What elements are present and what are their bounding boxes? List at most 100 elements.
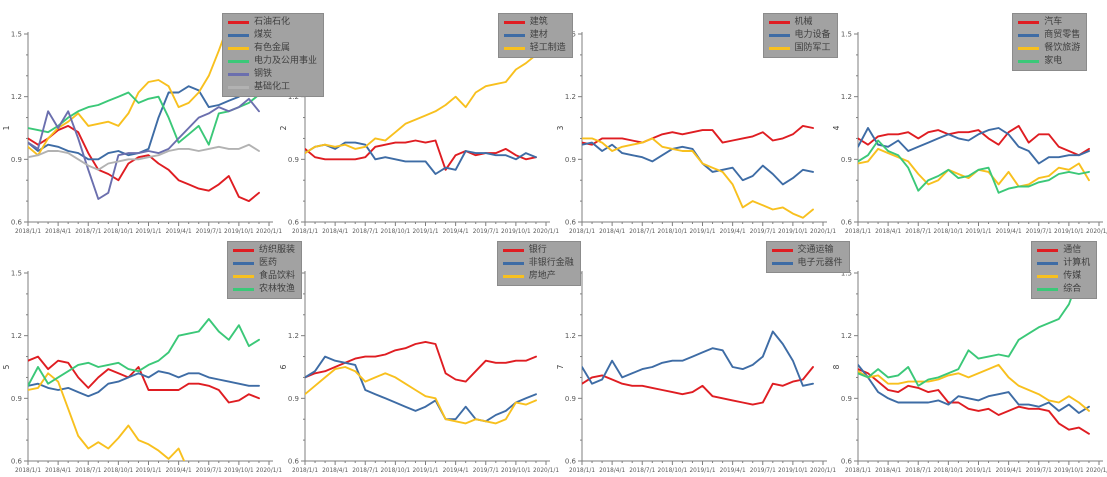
legend-item-label: 机械 [794,17,813,27]
legend-item-label: 农林牧渔 [259,283,296,294]
series-line-交通运输 [581,365,814,406]
x-tick-label: 2019/7/1 [472,468,498,474]
legend-item-label: 电力设备 [794,30,831,40]
legend-line-swatch-icon [1018,60,1040,63]
legend-line-swatch-icon [768,34,790,37]
legend-line-swatch-icon [228,73,249,76]
legend-item: 传媒 [1037,270,1090,283]
legend-line-swatch-icon [768,47,790,50]
chart-2-legend: 建筑 建材 轻工制造 [497,13,573,58]
series-line-餐饮旅游 [858,147,1091,188]
legend-item-label: 餐饮旅游 [1044,43,1081,53]
x-tick-label: 2018/10/1 [657,468,687,474]
y-tick-label: 1.5 [841,269,852,277]
x-tick-label: 2019/7/1 [196,468,222,474]
x-tick-label: 2019/7/1 [749,468,775,474]
legend-line-swatch-icon [502,248,524,252]
chart-number-ylabel: 7 [556,364,565,369]
x-tick-label: 2018/4/1 [875,229,901,235]
legend-line-swatch-icon [771,248,793,252]
series-line-电力及公用事业 [28,91,260,146]
y-tick-label: 1.2 [841,332,852,340]
y-tick-label: 0.6 [841,457,853,465]
legend-item: 石油石化 [228,16,317,29]
x-tick-label: 2018/7/1 [905,468,931,474]
x-tick-label: 2019/10/1 [501,229,531,235]
chart-5-legend: 纺织服装 医药食品饮料 农林牧渔 [227,240,303,299]
series-line-电子元器件 [581,330,814,387]
y-tick-label: 0.9 [11,394,22,402]
y-tick-label: 0.9 [841,156,852,164]
series-line-有色金属 [28,34,226,157]
chart-8-canvas: 0.6 0.9 1.2 1.5 2018/1/1 2018/4/1 2018/7/1 2018… [832,269,1107,474]
x-tick-label: 2019/1/1 [966,468,992,474]
y-tick-label: 0.9 [288,156,299,164]
legend-item: 机械 [768,16,831,29]
x-tick-label: 2019/10/1 [501,468,531,474]
series-line-农林牧渔 [28,317,260,387]
legend-item: 食品饮料 [233,270,295,283]
x-tick-label: 2019/7/1 [749,229,775,235]
x-tick-label: 2019/4/1 [166,468,192,474]
x-tick-label: 2019/7/1 [196,229,222,235]
series-line-建筑 [304,139,537,171]
legend-line-swatch-icon [228,86,249,89]
x-tick-label: 2018/4/1 [875,468,901,474]
x-tick-label: 2018/1/1 [568,468,594,474]
chart-number-ylabel: 1 [2,125,11,130]
x-tick-label: 2018/4/1 [322,229,348,235]
legend-item-label: 交通运输 [797,244,834,255]
legend-line-swatch-icon [1037,274,1059,278]
legend-line-swatch-icon [228,47,249,50]
series-line-传媒 [858,363,1091,412]
y-tick-label: 0.9 [564,394,575,402]
x-tick-label: 2019/1/1 [689,229,715,235]
series-line-建材 [304,141,537,175]
x-tick-label: 2018/1/1 [845,468,871,474]
legend-item: 家电 [1018,55,1080,68]
chart-1-legend: 石油石化 煤炭 有色金属 电力及公用事业 钢铁 基础化工 [222,13,325,97]
chart-number-ylabel: 2 [279,125,288,130]
x-tick-label: 2019/4/1 [442,229,468,235]
legend-item-label: 国防军工 [794,43,831,53]
legend-line-swatch-icon [1037,248,1059,252]
y-tick-label: 0.6 [288,457,300,465]
x-tick-label: 2018/7/1 [629,229,655,235]
x-tick-label: 2019/4/1 [442,468,468,474]
chart-number-ylabel: 8 [832,364,841,369]
legend-item: 纺织服装 [233,244,295,257]
x-tick-label: 2018/4/1 [45,468,71,474]
x-tick-label: 2019/4/1 [166,229,192,235]
legend-item-label: 轻工制造 [529,43,566,53]
legend-item: 商贸零售 [1018,29,1080,42]
legend-item-label: 医药 [259,257,278,268]
legend-item: 建筑 [503,16,566,29]
x-tick-label: 2018/1/1 [292,468,318,474]
x-tick-label: 2019/7/1 [472,229,498,235]
legend-item: 国防军工 [768,42,831,55]
chart-panel-6: 0.60.91.21.52018/1/12018/4/12018/7/12018… [277,239,581,477]
series-line-医药 [28,369,260,397]
series-line-食品饮料 [28,371,186,461]
series-line-房地产 [304,365,537,424]
series-line-计算机 [858,363,1091,414]
legend-line-swatch-icon [233,248,254,252]
legend-item: 医药 [233,257,295,270]
x-tick-label: 2018/4/1 [45,229,71,235]
y-tick-label: 1.5 [841,31,852,39]
series-line-综合 [858,272,1084,387]
legend-item-label: 传媒 [1063,270,1082,281]
legend-line-swatch-icon [1018,34,1040,37]
y-tick-label: 1.2 [564,93,575,101]
legend-line-swatch-icon [233,261,254,265]
y-tick-label: 1.5 [11,269,22,277]
x-tick-label: 2019/10/1 [224,468,254,474]
x-tick-label: 2018/4/1 [599,229,625,235]
legend-item-label: 基础化工 [254,82,291,92]
legend-item-label: 综合 [1063,283,1082,294]
x-tick-label: 2018/10/1 [657,229,687,235]
legend-line-swatch-icon [233,287,254,291]
legend-item: 煤炭 [228,29,317,42]
legend-item-label: 商贸零售 [1044,30,1081,40]
